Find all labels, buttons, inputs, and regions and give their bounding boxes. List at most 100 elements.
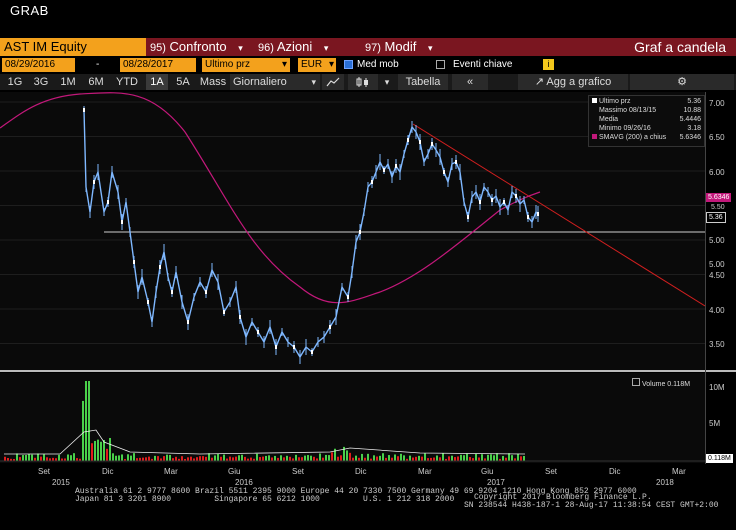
- gear-icon[interactable]: ⚙: [630, 74, 734, 90]
- start-date-field[interactable]: 08/29/2016: [2, 58, 75, 72]
- legend-swatch: [592, 134, 597, 139]
- volume-bar: [490, 454, 492, 461]
- x-tick: Dic: [355, 467, 367, 476]
- legend-label: Massimo 08/13/15: [599, 107, 657, 114]
- volume-bar: [172, 458, 174, 461]
- volume-bar: [202, 456, 204, 461]
- volume-bar: [310, 455, 312, 461]
- period-1a-button[interactable]: 1A: [146, 74, 168, 90]
- volume-bar: [94, 440, 96, 461]
- volume-bar: [193, 458, 195, 461]
- volume-bar: [337, 456, 339, 461]
- chart-type-title: Graf a candela: [634, 39, 726, 55]
- add-to-chart-button[interactable]: ↗ Agg a grafico: [518, 74, 628, 90]
- volume-bar: [154, 455, 156, 461]
- actions-menu[interactable]: 96) Azioni ▾: [258, 38, 358, 56]
- volume-bar: [238, 455, 240, 461]
- volume-bar: [523, 455, 525, 461]
- info-icon[interactable]: i: [543, 59, 554, 70]
- y-tick: 6.00: [709, 168, 725, 177]
- currency-select[interactable]: EUR ▾: [298, 58, 336, 72]
- candle-body: [121, 220, 123, 224]
- end-date-field[interactable]: 08/28/2017: [120, 58, 196, 72]
- volume-bar: [199, 456, 201, 461]
- volume-bar: [373, 455, 375, 461]
- volume-bar: [46, 457, 48, 461]
- volume-bar: [28, 453, 30, 461]
- volume-bar: [262, 456, 264, 461]
- panel-divider[interactable]: [0, 370, 736, 372]
- ticker-field[interactable]: AST IM Equity: [0, 38, 146, 56]
- volume-bar: [328, 455, 330, 461]
- chevron-down-icon: ▾: [281, 59, 287, 70]
- footer-contacts-line2: Japan 81 3 3201 8900 Singapore 65 6212 1…: [75, 495, 455, 504]
- period-1g-button[interactable]: 1G: [7, 76, 23, 88]
- command-bar: [0, 38, 736, 56]
- legend-sma: SMAVG (200) a chius: [592, 134, 666, 142]
- volume-bar: [493, 455, 495, 461]
- period-max-button[interactable]: Mass: [199, 76, 227, 88]
- volume-bar: [508, 453, 510, 461]
- y-tick: 4.50: [709, 271, 725, 280]
- volume-average-line: [4, 429, 526, 455]
- price-chart-panel[interactable]: [0, 92, 705, 370]
- volume-bar: [157, 456, 159, 461]
- year-tick: 2018: [656, 478, 674, 487]
- volume-bar: [103, 439, 105, 461]
- period-3g-button[interactable]: 3G: [33, 76, 49, 88]
- moving-average-checkbox[interactable]: [344, 60, 353, 69]
- volume-bar: [448, 456, 450, 461]
- volume-bar: [253, 458, 255, 461]
- key-events-checkbox[interactable]: [436, 60, 445, 69]
- volume-bar: [520, 456, 522, 461]
- edit-menu[interactable]: 97) Modif ▾: [365, 38, 470, 56]
- double-chevron-left-icon[interactable]: «: [452, 74, 488, 90]
- volume-bar: [517, 453, 519, 461]
- candle-body: [431, 142, 433, 146]
- candle-body: [133, 260, 135, 264]
- legend-label: Media: [599, 116, 619, 123]
- edit-label: Modif: [384, 39, 417, 54]
- legend-min: Minimo 09/26/16: [592, 125, 651, 133]
- volume-bar: [133, 453, 135, 461]
- period-1m-button[interactable]: 1M: [60, 76, 76, 88]
- frequency-select[interactable]: Giornaliero ▾: [230, 74, 320, 90]
- candle-body: [159, 265, 161, 269]
- price-field-select[interactable]: Ultimo prz ▾: [202, 58, 290, 72]
- candle-chart-icon[interactable]: [348, 74, 378, 90]
- volume-bar: [241, 454, 243, 461]
- volume-bar: [184, 458, 186, 461]
- volume-bar: [436, 455, 438, 461]
- period-6m-button[interactable]: 6M: [88, 76, 104, 88]
- volume-bar: [136, 458, 138, 461]
- volume-bar: [64, 458, 66, 461]
- sma-line: [0, 92, 541, 304]
- volume-bar: [397, 456, 399, 461]
- volume-bar: [112, 453, 114, 461]
- candle-body: [107, 200, 109, 204]
- volume-bar: [10, 458, 12, 461]
- chart-legend[interactable]: Ultimo prz 5.36 Massimo 08/13/15 10.88 M…: [588, 95, 705, 147]
- volume-bar: [388, 455, 390, 461]
- price-field-value: Ultimo prz: [205, 59, 251, 70]
- period-ytd-button[interactable]: YTD: [116, 76, 138, 88]
- volume-bar: [115, 455, 117, 461]
- volume-bar: [451, 455, 453, 461]
- compare-menu[interactable]: 95) Confronto ▾: [150, 38, 250, 56]
- volume-bar: [415, 456, 417, 461]
- line-chart-icon[interactable]: [322, 74, 344, 90]
- candle-body: [527, 215, 529, 219]
- chevron-down-icon[interactable]: ▾: [384, 77, 390, 87]
- period-5a-button[interactable]: 5A: [176, 76, 190, 88]
- candle-body: [293, 345, 295, 349]
- volume-bar: [208, 453, 210, 461]
- volume-bar: [43, 454, 45, 461]
- x-tick: Dic: [609, 467, 621, 476]
- table-button[interactable]: Tabella: [398, 74, 448, 90]
- candle-body: [223, 310, 225, 314]
- volume-bar: [367, 453, 369, 461]
- volume-bar: [223, 454, 225, 461]
- volume-bar: [178, 458, 180, 461]
- price-tag: 5.50: [711, 204, 725, 211]
- volume-bar: [169, 454, 171, 461]
